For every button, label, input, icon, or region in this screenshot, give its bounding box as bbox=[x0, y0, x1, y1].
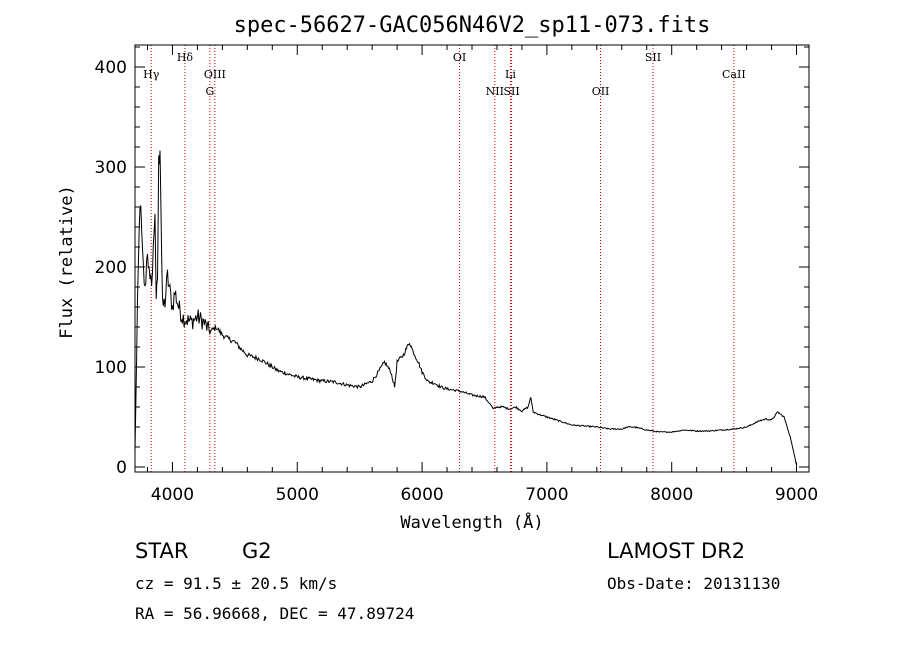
y-axis-ticks: 0 100 200 300 400 bbox=[95, 46, 809, 478]
y-tick-label: 200 bbox=[95, 258, 127, 278]
marker-label: SII bbox=[645, 51, 661, 64]
marker-label: OIII bbox=[204, 68, 226, 81]
marker-label: Hγ bbox=[143, 68, 160, 81]
x-tick-label: 9000 bbox=[775, 485, 818, 505]
x-tick-label: 6000 bbox=[400, 485, 443, 505]
marker-label: G bbox=[205, 85, 214, 98]
y-tick-label: 0 bbox=[116, 458, 127, 478]
x-tick-label: 5000 bbox=[276, 485, 319, 505]
marker-label: Li bbox=[505, 68, 516, 81]
x-tick-label: 7000 bbox=[525, 485, 568, 505]
redshift-cz: cz = 91.5 ± 20.5 km/s bbox=[135, 574, 338, 593]
spectrum-series bbox=[134, 150, 797, 466]
marker-label: NII bbox=[486, 85, 504, 98]
x-tick-label: 4000 bbox=[151, 485, 194, 505]
x-axis-label: Wavelength (Å) bbox=[400, 511, 543, 533]
x-tick-label: 8000 bbox=[650, 485, 693, 505]
plot-frame bbox=[134, 44, 810, 473]
chart-title: spec-56627-GAC056N46V2_sp11-073.fits bbox=[234, 13, 711, 38]
y-tick-label: 400 bbox=[95, 58, 127, 78]
y-tick-label: 300 bbox=[95, 158, 127, 178]
x-axis-ticks: 4000 5000 6000 7000 8000 9000 bbox=[146, 45, 818, 505]
survey-label: LAMOST DR2 bbox=[607, 539, 746, 563]
object-subclass: G2 bbox=[242, 539, 272, 563]
marker-label: SII bbox=[503, 85, 519, 98]
emission-line-markers bbox=[150, 45, 735, 472]
marker-label: OII bbox=[592, 85, 610, 98]
y-axis-label: Flux (relative) bbox=[57, 185, 77, 339]
marker-label: CaII bbox=[722, 68, 746, 81]
spectrum-line bbox=[134, 150, 797, 466]
marker-label: Hδ bbox=[177, 51, 194, 64]
observation-date: Obs-Date: 20131130 bbox=[607, 574, 781, 593]
marker-label: OI bbox=[453, 51, 466, 64]
object-class: STAR bbox=[135, 539, 189, 563]
coordinates-ra-dec: RA = 56.96668, DEC = 47.89724 bbox=[135, 604, 415, 623]
y-tick-label: 100 bbox=[95, 358, 127, 378]
